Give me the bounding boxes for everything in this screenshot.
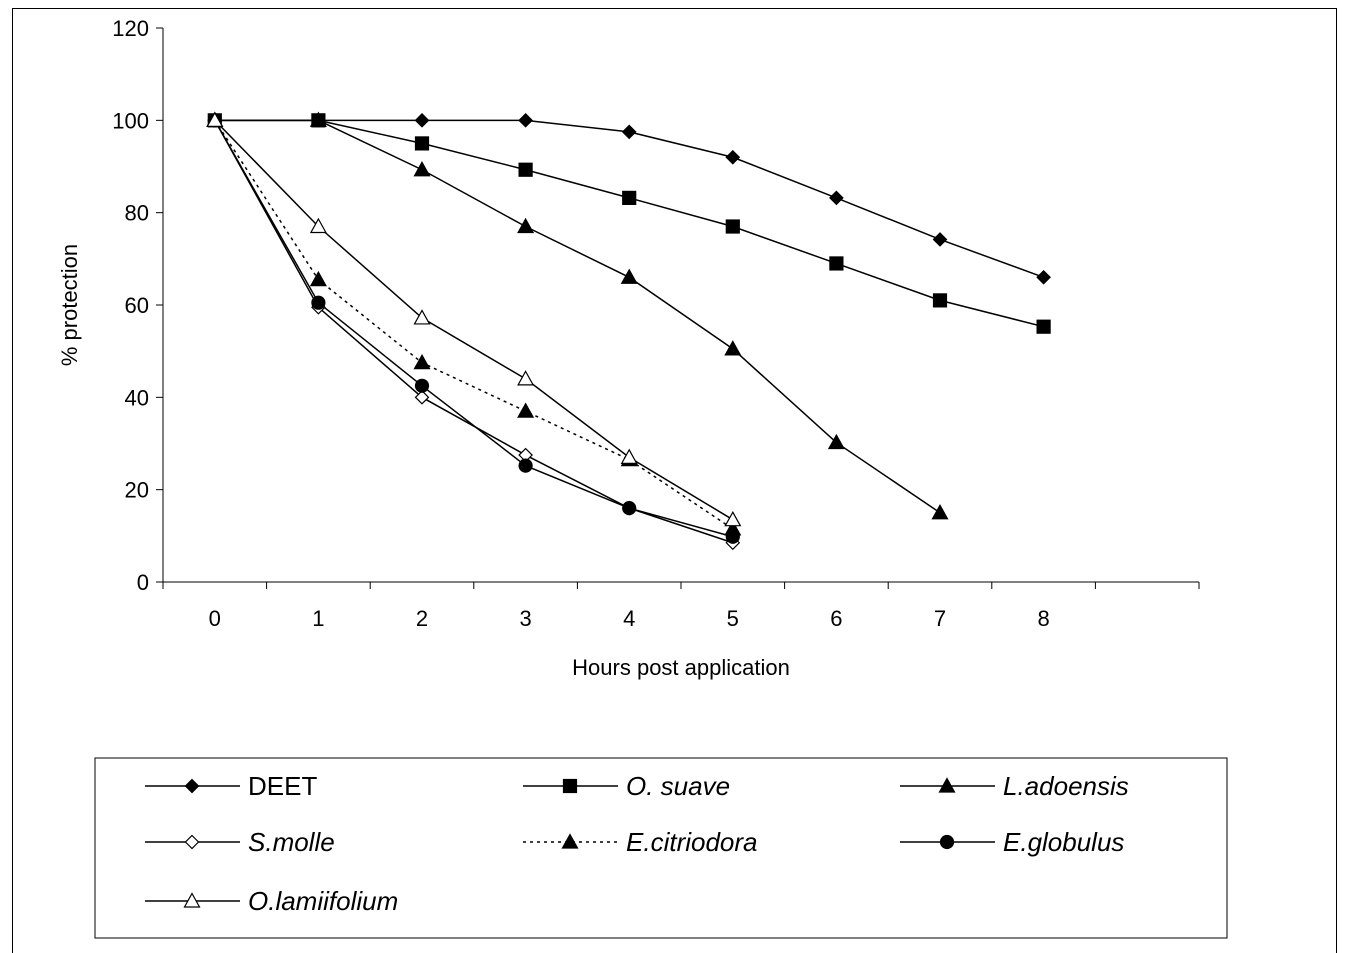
- axes: 0 20 40 60 80 100 120 0 1 2 3 4 5 6 7 8: [112, 16, 1200, 631]
- data-point: [622, 190, 637, 205]
- data-point: [1036, 319, 1051, 334]
- legend-label: O. suave: [626, 771, 730, 801]
- data-point: [518, 162, 533, 177]
- data-point: [311, 295, 326, 310]
- data-point: [414, 136, 430, 151]
- data-point: [413, 353, 431, 370]
- legend-swatch-marker: [938, 777, 956, 793]
- y-tick-label: 20: [125, 478, 149, 503]
- legend-swatch-marker: [561, 833, 579, 849]
- y-tick-label: 60: [125, 293, 149, 318]
- x-tick-label: 8: [1037, 606, 1049, 631]
- series-e-globulus: [207, 113, 740, 544]
- x-tick-label: 1: [312, 606, 324, 631]
- data-point: [725, 149, 741, 165]
- series-line: [214, 119, 733, 538]
- y-axis-title: % protection: [57, 244, 82, 366]
- y-tick-label: 0: [137, 570, 149, 595]
- data-point: [206, 111, 224, 127]
- legend-label: E.globulus: [1003, 827, 1124, 857]
- series-layer: [206, 111, 1051, 551]
- legend-item: E.globulus: [900, 827, 1124, 857]
- x-axis-title: Hours post application: [572, 655, 790, 680]
- legend-label: S.molle: [248, 827, 335, 857]
- data-point: [724, 510, 742, 527]
- data-point: [518, 458, 533, 473]
- legend-item: O.lamiifolium: [145, 886, 398, 916]
- legend-item: E.citriodora: [523, 827, 758, 857]
- legend-swatch-marker: [562, 778, 578, 794]
- legend-item: DEET: [145, 771, 317, 801]
- legend-item: L.adoensis: [900, 771, 1129, 801]
- data-point: [827, 433, 845, 450]
- legend-label: L.adoensis: [1003, 771, 1129, 801]
- series-e-citriodora: [206, 111, 742, 536]
- x-tick-label: 0: [209, 606, 221, 631]
- data-point: [620, 448, 638, 464]
- legend-swatch-marker: [184, 778, 200, 794]
- data-point: [932, 232, 948, 247]
- y-tick-label: 80: [125, 201, 149, 226]
- data-point: [309, 111, 327, 127]
- data-point: [1036, 269, 1051, 285]
- series-o-suave: [207, 113, 1051, 334]
- x-tick-label: 4: [623, 606, 635, 631]
- legend-label: DEET: [248, 771, 317, 801]
- data-point: [829, 256, 844, 271]
- data-point: [517, 402, 535, 418]
- legend-box: [94, 757, 1228, 939]
- series-s-molle: [207, 112, 741, 551]
- legend-swatch-marker: [939, 834, 955, 850]
- data-point: [724, 340, 742, 356]
- series-line: [214, 119, 734, 521]
- x-tick-label: 3: [519, 606, 531, 631]
- data-point: [621, 124, 637, 140]
- legend-label: E.citriodora: [626, 827, 758, 857]
- series-line: [214, 119, 734, 530]
- data-point: [829, 190, 844, 206]
- data-point: [413, 160, 431, 177]
- chart-frame: [12, 8, 1337, 953]
- x-tick-label: 6: [830, 606, 842, 631]
- legend-swatch-marker: [184, 834, 200, 850]
- data-point: [725, 219, 740, 234]
- data-point: [309, 217, 327, 234]
- data-point: [309, 270, 327, 287]
- legend-item: O. suave: [523, 771, 730, 801]
- data-point: [414, 112, 430, 128]
- data-point: [414, 389, 430, 405]
- legend-item: S.molle: [145, 827, 335, 857]
- data-point: [931, 504, 949, 520]
- series-l-adoensis: [206, 111, 949, 520]
- legend-swatch-marker: [183, 892, 201, 908]
- legend: DEET O. suave L.adoensis S.molle E.citriodor…: [94, 757, 1228, 939]
- series-line: [214, 119, 734, 544]
- data-point: [517, 217, 535, 234]
- data-point: [413, 309, 431, 325]
- data-point: [518, 112, 533, 128]
- series-o-lamiifolium: [206, 111, 742, 527]
- legend-label: O.lamiifolium: [248, 886, 398, 916]
- data-point: [932, 293, 948, 308]
- data-point: [620, 268, 638, 284]
- x-tick-label: 7: [934, 606, 946, 631]
- data-point: [414, 378, 430, 393]
- series-line: [214, 119, 941, 514]
- y-tick-label: 120: [112, 16, 149, 41]
- x-tick-label: 5: [727, 606, 739, 631]
- y-tick-label: 40: [125, 385, 149, 410]
- data-point: [725, 529, 740, 544]
- data-point: [622, 501, 637, 516]
- x-tick-label: 2: [416, 606, 428, 631]
- y-tick-label: 100: [112, 108, 149, 133]
- series-line: [214, 119, 1044, 328]
- data-point: [517, 370, 535, 386]
